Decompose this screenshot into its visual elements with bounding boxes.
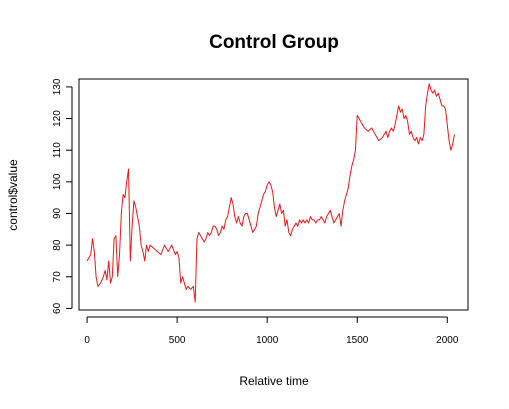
x-tick-label: 2000 [436, 335, 459, 346]
y-tick-label: 130 [52, 78, 63, 95]
y-tick-label: 80 [52, 239, 63, 251]
y-tick-label: 100 [52, 173, 63, 190]
series-layer [86, 83, 455, 303]
plot-frame [78, 78, 469, 311]
x-axis-label: Relative time [239, 374, 309, 388]
x-axis: 0 500 1000 1500 2000 [84, 316, 459, 346]
y-tick-label: 90 [52, 207, 63, 219]
y-axis: 60 70 80 90 100 110 120 130 [52, 78, 73, 314]
x-tick-label: 0 [84, 335, 90, 346]
chart-title: Control Group [209, 32, 339, 53]
y-axis-label: control$value [6, 159, 20, 231]
x-tick-label: 1000 [256, 335, 279, 346]
y-tick-label: 60 [52, 302, 63, 314]
x-tick-label: 500 [169, 335, 186, 346]
y-tick-label: 120 [52, 110, 63, 127]
x-tick-label: 1500 [346, 335, 369, 346]
series-line [86, 83, 455, 303]
y-tick-label: 70 [52, 271, 63, 283]
y-tick-label: 110 [52, 142, 63, 158]
